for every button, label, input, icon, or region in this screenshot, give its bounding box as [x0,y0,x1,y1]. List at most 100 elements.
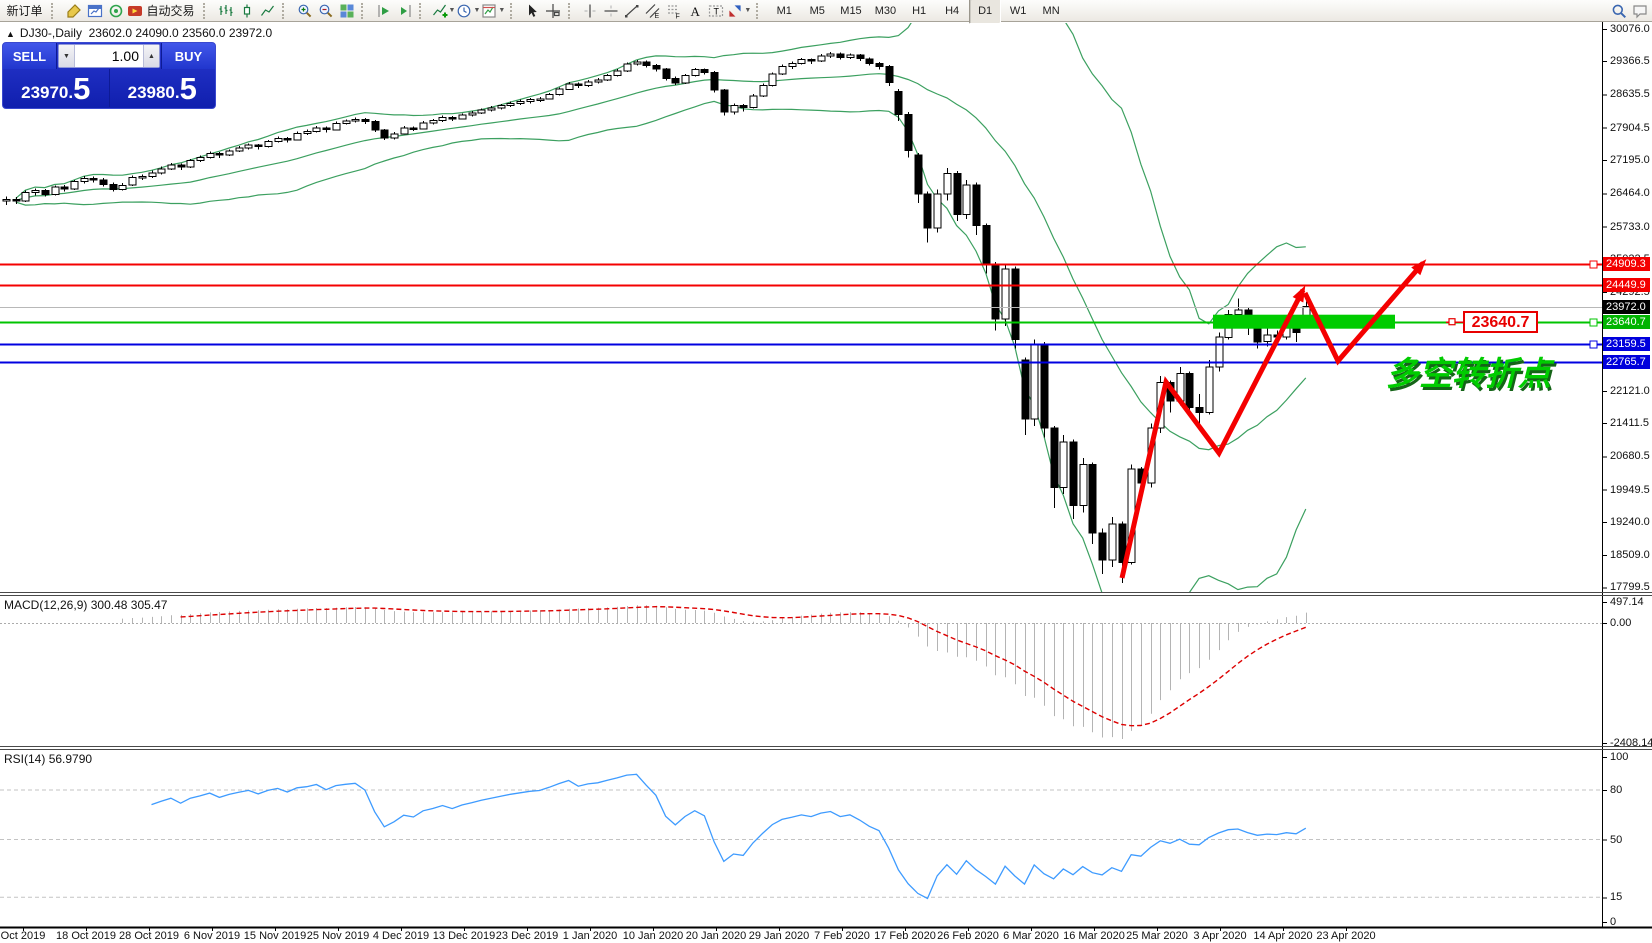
periods-button[interactable]: ▼ [456,1,480,21]
line-handle[interactable] [1589,260,1598,269]
date-axis-label: 6 Mar 2020 [1003,930,1059,942]
trend-zigzag-arrow-2[interactable] [1302,259,1427,366]
buy-price[interactable]: 23980. 5 [110,69,216,107]
chart-shift-button[interactable] [395,1,415,21]
volume-decrease-button[interactable]: ▼ [59,45,75,67]
vertical-line-tool-button[interactable] [580,1,600,21]
price-level-text-box[interactable]: 23640.7 [1463,311,1538,333]
zoom-in-button[interactable] [295,1,315,21]
bar-chart-mode-button[interactable] [216,1,236,21]
price-axis-tick-label: 26464.0 [1610,187,1650,200]
rsi-axis-label: 0 [1610,916,1617,928]
vline-icon [582,3,598,19]
timeframe-w1[interactable]: W1 [1009,4,1027,17]
date-axis-label: 25 Nov 2019 [306,930,370,942]
support-zone-highlight-bar[interactable] [1213,314,1395,329]
arrows-tool-button[interactable]: ▼ [727,1,751,21]
fibo-icon: F [666,3,682,19]
sell-price[interactable]: 23970. 5 [3,69,110,107]
horizontal-line-tool-button[interactable] [601,1,621,21]
timeframe-m5[interactable]: M5 [809,4,825,17]
timeframe-m1[interactable]: M1 [776,4,792,17]
line-handle[interactable] [1589,318,1598,327]
auto-scroll-button[interactable] [374,1,394,21]
timeframe-mn[interactable]: MN [1042,4,1060,17]
macd-signal-value: 305.47 [130,598,168,612]
buy-button[interactable]: BUY [161,43,215,69]
fibonacci-tool-button[interactable]: F [664,1,684,21]
bollinger-middle-band [15,73,1307,451]
textA-icon: A [687,3,703,19]
chat-button[interactable] [1630,1,1650,21]
price-level-tag: 23159.5 [1603,336,1650,351]
trendline-tool-button[interactable] [622,1,642,21]
svg-text:E: E [655,13,660,19]
date-axis-label: 20 Jan 2020 [685,930,747,942]
trend-zigzag-arrow-1[interactable] [1119,285,1306,579]
price-box-handle[interactable] [1448,318,1456,326]
price-level-tag: 24909.3 [1603,257,1650,271]
trend-arrows-layer[interactable] [1119,259,1427,579]
volume-input[interactable]: 1.00 [75,45,143,67]
template-icon [481,3,497,19]
cursor-tool-button[interactable] [522,1,542,21]
bars-icon [218,3,234,19]
chevron-down-icon: ▼ [448,7,456,14]
text-label-tool-button[interactable]: T [706,1,726,21]
price-level-tag: 22765.7 [1603,354,1650,369]
sell-button[interactable]: SELL [3,43,57,69]
line-handle[interactable] [1589,340,1598,349]
new-order-button[interactable]: 新订单 [3,1,47,21]
macd-label: MACD(12,26,9) 300.48 305.47 [4,598,168,612]
date-axis-label: 29 Jan 2020 [748,930,810,942]
volume-increase-button[interactable]: ▲ [143,45,159,67]
toolbar-separator [282,2,291,19]
svg-text:F: F [676,13,680,19]
chart-high-value: 24090.0 [135,26,179,40]
line-chart-mode-button[interactable] [258,1,278,21]
bollinger-bands [15,23,1307,592]
timeframe-d1[interactable]: D1 [969,0,1002,24]
buy-price-dot: . [174,83,180,102]
candlestick-mode-button[interactable] [237,1,257,21]
buy-price-main: 23980 [127,83,175,102]
zoom-out-button[interactable] [316,1,336,21]
bull-bear-turning-point-note[interactable]: 多空转折点 [1386,355,1551,392]
date-axis-label: 26 Feb 2020 [937,930,999,942]
equidistant-channel-tool-button[interactable]: E [643,1,663,21]
toolbar-separator [755,2,765,19]
chart-window-icon: ▲ [6,29,15,39]
sell-price-frac: 5 [73,71,91,106]
bollinger-upper-band [15,23,1306,325]
autotrading-button[interactable]: 自动交易 [127,1,199,21]
price-level-tag: 23972.0 [1603,299,1650,314]
templates-button[interactable]: ▼ [481,1,505,21]
price-axis-tick-label: 19949.5 [1610,483,1650,496]
horizontal-lines-layer [0,260,1602,364]
autoscroll-icon [376,3,392,19]
indicators-icon [432,3,448,19]
timeframe-h4[interactable]: H4 [945,4,960,17]
timeframe-m15[interactable]: M15 [840,4,862,17]
crosshair-tool-button[interactable] [543,1,563,21]
search-button[interactable] [1609,1,1629,21]
market-watch-icon[interactable] [106,1,126,21]
search-icon [1611,3,1627,19]
macd-main-value: 300.48 [90,598,128,612]
timeframe-h1[interactable]: H1 [912,4,927,17]
order-ticket-icon[interactable] [64,1,84,21]
macd-axis-label: -2408.14 [1610,737,1652,749]
toolbar-separator [203,2,212,19]
tile-windows-button[interactable] [337,1,357,21]
date-axis-label: 23 Apr 2020 [1316,930,1376,942]
rsi-line [151,773,1307,900]
timeframe-m30[interactable]: M30 [874,4,897,17]
chart-symbol-label: DJ30-,Daily [19,26,82,40]
macd-axis-label: 0.00 [1610,617,1632,629]
new-order-button-label: 新订单 [6,4,43,18]
add-indicator-button[interactable]: ▼ [432,1,456,21]
volume-stepper: ▼ 1.00 ▲ [58,44,160,68]
new-chart-icon[interactable] [85,1,105,21]
text-tool-button[interactable]: A [685,1,705,21]
